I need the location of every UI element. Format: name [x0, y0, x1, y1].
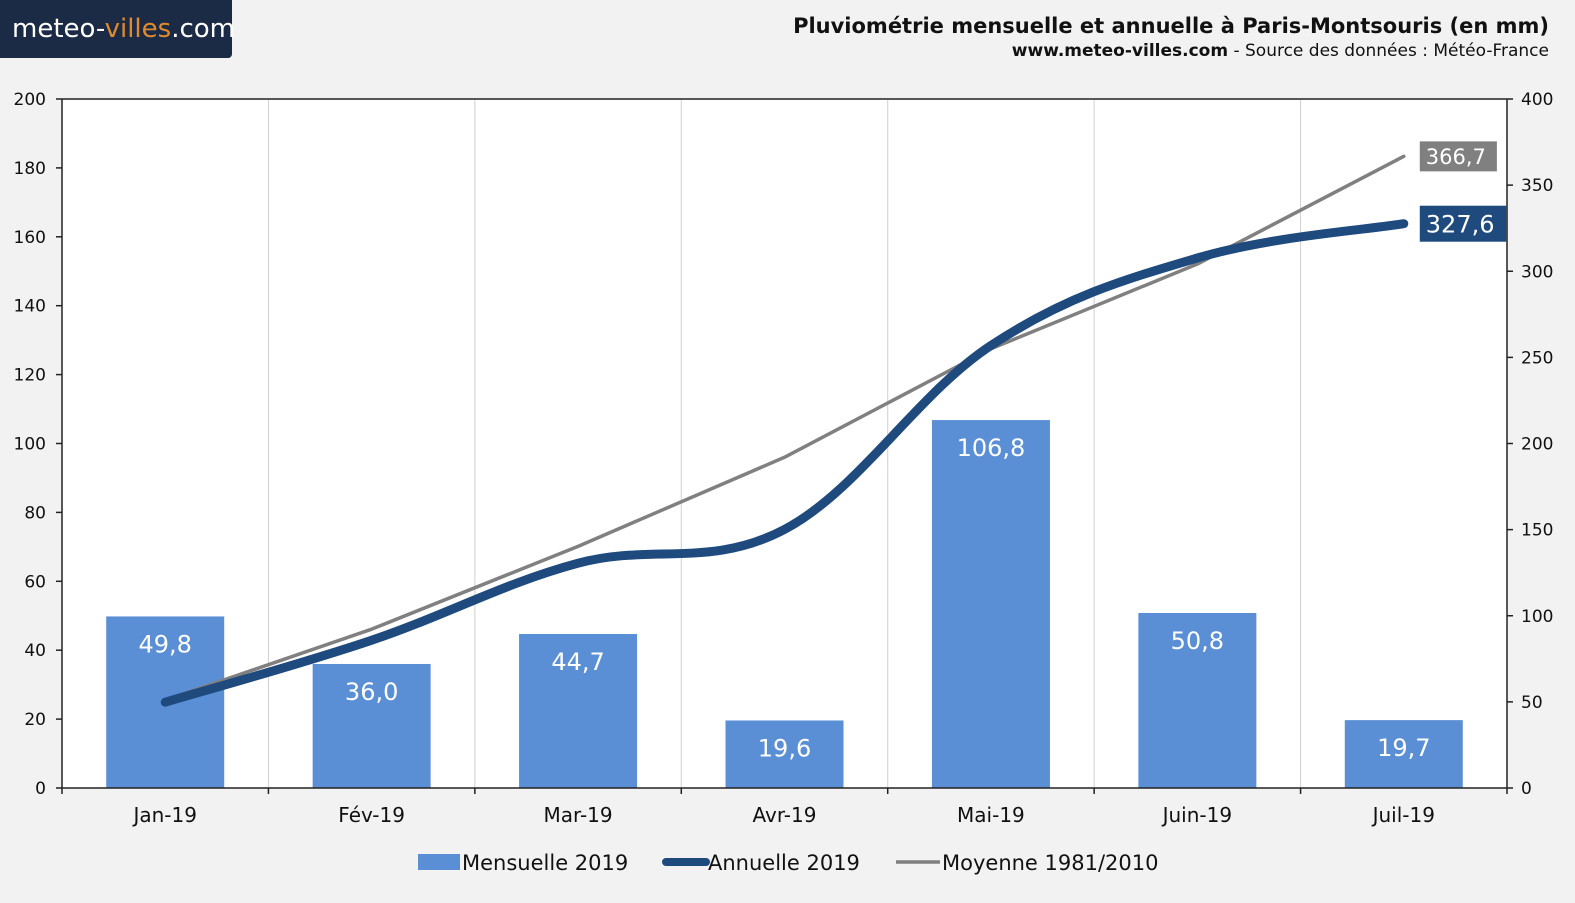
right-tick-label: 0: [1521, 779, 1532, 799]
x-tick-label: Fév-19: [338, 803, 405, 827]
bar-value-label: 50,8: [1171, 627, 1224, 655]
bar-Avr-19: [725, 720, 844, 788]
annual-end-label-bg: [1419, 205, 1507, 242]
average-end-label-text: 366,7: [1426, 145, 1486, 169]
bar-value-label: 36,0: [345, 678, 398, 706]
left-tick-label: 160: [14, 228, 46, 248]
left-tick-label: 200: [14, 90, 46, 110]
annual-end-label-text: 327,6: [1426, 210, 1495, 238]
chart-subtitle: www.meteo-villes.com - Source des donnée…: [1012, 41, 1549, 61]
left-tick-label: 140: [14, 297, 46, 317]
legend-label-mensuelle: Mensuelle 2019: [462, 851, 628, 875]
x-tick-label: Juil-19: [1371, 803, 1435, 827]
left-tick-label: 40: [24, 641, 46, 661]
right-tick-label: 150: [1521, 521, 1553, 541]
right-tick-label: 200: [1521, 435, 1553, 455]
right-tick-label: 400: [1521, 90, 1553, 110]
site-url[interactable]: www.meteo-villes.com: [1011, 41, 1229, 61]
right-tick-label: 350: [1521, 176, 1553, 196]
x-tick-label: Mar-19: [544, 803, 613, 827]
annual-end-label: 327,6: [1419, 205, 1507, 242]
left-tick-label: 120: [14, 366, 46, 386]
bar-value-label: 49,8: [138, 630, 191, 658]
x-tick-label: Jan-19: [131, 803, 197, 827]
bar-value-label: 44,7: [551, 648, 604, 676]
left-tick-label: 0: [35, 779, 46, 799]
logo-accent: villes: [104, 14, 172, 44]
bar-Fév-19: [312, 663, 431, 788]
average-line: [163, 154, 1406, 702]
left-tick-label: 180: [14, 159, 46, 179]
bar-value-label: 19,6: [758, 734, 811, 762]
logo-tld: .com: [171, 14, 235, 44]
average-end-label: 366,7: [1419, 141, 1497, 172]
bar-value-label: 106,8: [957, 434, 1026, 462]
plot-area: [62, 99, 1507, 788]
logo-main: meteo-: [12, 14, 105, 44]
legend-label-annuelle: Annuelle 2019: [708, 851, 860, 875]
bar-Juil-19: [1344, 720, 1463, 788]
legend: Mensuelle 2019 Annuelle 2019 Moyenne 1981/…: [418, 851, 1159, 875]
site-logo[interactable]: meteo-villes.com: [0, 0, 235, 58]
chart-title: Pluviométrie mensuelle et annuelle à Par…: [793, 14, 1549, 38]
right-tick-label: 300: [1521, 262, 1553, 282]
legend-label-moyenne: Moyenne 1981/2010: [942, 851, 1159, 875]
left-tick-label: 100: [14, 435, 46, 455]
x-tick-label: Juin-19: [1161, 803, 1232, 827]
x-tick-label: Avr-19: [753, 803, 817, 827]
right-tick-label: 100: [1521, 607, 1553, 627]
legend-swatch-mensuelle: [418, 854, 460, 870]
right-tick-label: 250: [1521, 348, 1553, 368]
average-end-label-bg: [1419, 141, 1497, 172]
right-tick-label: 50: [1521, 693, 1543, 713]
bar-Mar-19: [519, 634, 638, 788]
bar-Juin-19: [1138, 612, 1257, 788]
bar-Mai-19: [931, 420, 1050, 788]
left-tick-label: 80: [24, 503, 46, 523]
left-tick-label: 20: [24, 710, 46, 730]
x-tick-label: Mai-19: [957, 803, 1025, 827]
annual-line: [160, 219, 1409, 707]
left-tick-label: 60: [24, 572, 46, 592]
data-source: - Source des données : Météo-France: [1228, 41, 1549, 61]
bar-value-label: 19,7: [1377, 734, 1430, 762]
